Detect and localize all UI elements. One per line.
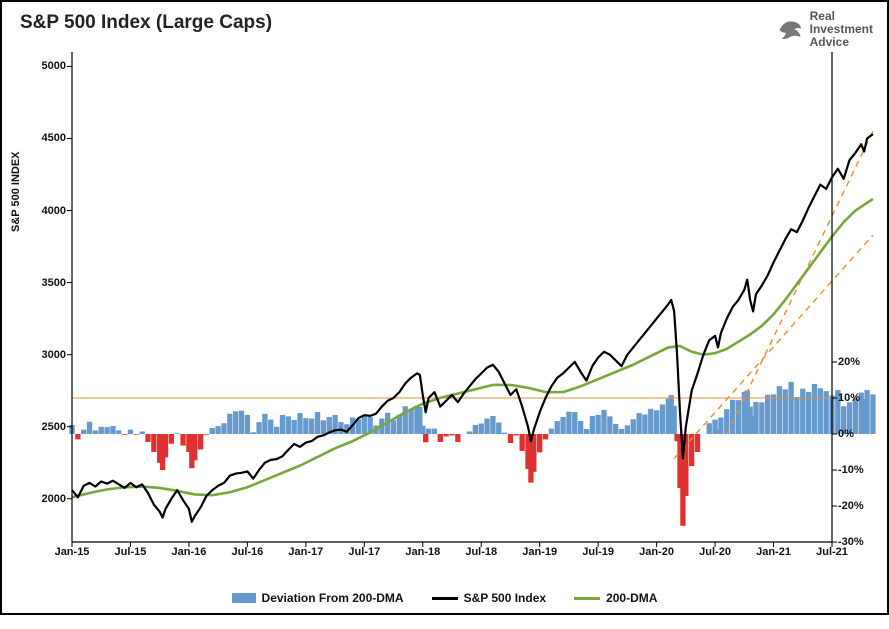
xtick: Jul-21: [816, 546, 848, 558]
legend-label: Deviation From 200-DMA: [262, 591, 404, 605]
xtick: Jan-15: [55, 546, 90, 558]
ytick-left: 4000: [42, 205, 66, 217]
ytick-right: -10%: [838, 464, 864, 476]
xtick: Jul-18: [465, 546, 497, 558]
ytick-left: 3000: [42, 349, 66, 361]
chart-frame: S&P 500 Index (Large Caps) Real Investme…: [0, 0, 889, 615]
brand-logo: Real Investment Advice: [776, 10, 873, 50]
ytick-left: 3500: [42, 277, 66, 289]
ytick-right: 10%: [838, 392, 860, 404]
xtick: Jan-21: [756, 546, 791, 558]
ytick-right: 20%: [838, 356, 860, 368]
legend-label: S&P 500 Index: [464, 591, 547, 605]
xtick: Jul-20: [699, 546, 731, 558]
ytick-left: 5000: [42, 60, 66, 72]
legend-swatch: [232, 593, 256, 603]
xtick: Jul-17: [348, 546, 380, 558]
xtick: Jan-20: [639, 546, 674, 558]
legend-label: 200-DMA: [606, 591, 657, 605]
xtick: Jan-16: [171, 546, 206, 558]
ytick-right: -20%: [838, 500, 864, 512]
xtick: Jan-17: [288, 546, 323, 558]
legend-item-sp500: S&P 500 Index: [432, 591, 547, 605]
xtick: Jan-18: [405, 546, 440, 558]
legend-item-deviation: Deviation From 200-DMA: [232, 591, 404, 605]
xtick: Jan-19: [522, 546, 557, 558]
legend-item-dma200: 200-DMA: [574, 591, 657, 605]
ytick-left: 2500: [42, 421, 66, 433]
xtick: Jul-16: [231, 546, 263, 558]
legend: Deviation From 200-DMA S&P 500 Index 200-D…: [2, 591, 887, 605]
legend-swatch: [432, 597, 458, 600]
eagle-icon: [776, 16, 804, 44]
ytick-left: 4500: [42, 132, 66, 144]
plot-area: 2000250030003500400045005000-30%-20%-10%…: [72, 52, 832, 542]
ytick-right: 0%: [838, 428, 854, 440]
legend-swatch: [574, 597, 600, 600]
chart-title: S&P 500 Index (Large Caps): [20, 12, 272, 34]
logo-line-3: Advice: [810, 36, 873, 49]
xtick: Jul-15: [115, 546, 147, 558]
xtick: Jul-19: [582, 546, 614, 558]
ytick-left: 2000: [42, 493, 66, 505]
chart-svg: [72, 52, 832, 542]
y-axis-left-label: S&P 500 INDEX: [10, 151, 22, 232]
